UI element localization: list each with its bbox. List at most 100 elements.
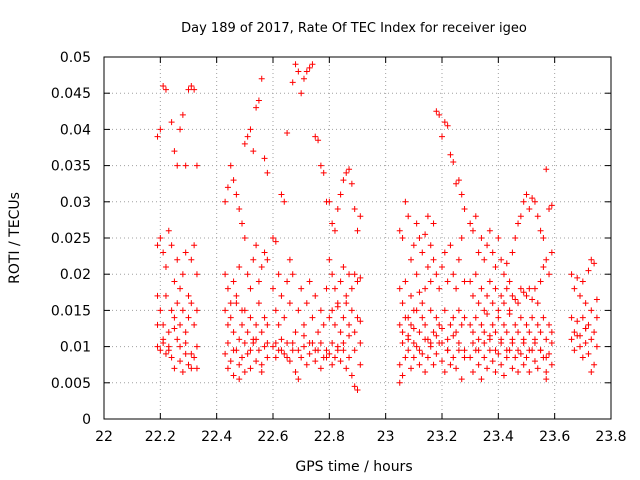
- data-point: [453, 285, 460, 292]
- data-point: [489, 300, 496, 307]
- data-point: [185, 86, 192, 93]
- data-point: [571, 347, 578, 354]
- data-point: [278, 347, 285, 354]
- data-point: [577, 292, 584, 299]
- data-point: [174, 162, 181, 169]
- data-point: [500, 300, 507, 307]
- data-point: [281, 314, 288, 321]
- data-point: [233, 300, 240, 307]
- chart-title: Day 189 of 2017, Rate Of TEC Index for r…: [181, 21, 527, 36]
- data-point: [503, 347, 510, 354]
- data-point: [157, 126, 164, 133]
- data-point: [439, 133, 445, 140]
- data-point: [534, 321, 541, 328]
- data-point: [469, 227, 476, 234]
- data-point: [593, 314, 600, 321]
- data-point: [424, 354, 431, 361]
- data-point: [182, 339, 189, 346]
- data-point: [467, 321, 474, 328]
- data-point: [475, 361, 482, 368]
- data-point: [574, 274, 581, 281]
- data-point: [410, 339, 417, 346]
- data-point: [484, 365, 491, 372]
- data-point: [244, 329, 251, 336]
- data-point: [157, 307, 164, 314]
- data-point: [255, 347, 262, 354]
- data-point: [548, 202, 555, 209]
- data-point: [424, 263, 431, 270]
- data-point: [346, 166, 353, 173]
- data-point: [441, 368, 448, 375]
- data-point: [224, 285, 231, 292]
- data-point: [548, 249, 555, 256]
- data-point: [191, 354, 198, 361]
- data-point: [162, 292, 169, 299]
- data-point: [433, 350, 440, 357]
- data-point: [571, 329, 578, 336]
- data-point: [348, 285, 355, 292]
- data-point: [546, 321, 553, 328]
- data-point: [179, 111, 186, 118]
- data-point: [475, 300, 482, 307]
- data-point: [284, 130, 291, 137]
- data-point: [402, 198, 409, 205]
- data-point: [531, 339, 538, 346]
- data-point: [461, 278, 468, 285]
- data-point: [160, 249, 167, 256]
- data-point: [416, 329, 423, 336]
- data-point: [334, 347, 341, 354]
- y-tick-label: 0.035: [51, 159, 91, 175]
- data-point: [500, 271, 507, 278]
- data-point: [591, 361, 598, 368]
- data-point: [399, 300, 406, 307]
- data-point: [396, 379, 403, 386]
- data-point: [157, 235, 164, 241]
- data-point: [247, 126, 254, 133]
- data-point: [354, 227, 361, 234]
- data-point: [289, 347, 296, 354]
- data-point: [182, 350, 189, 357]
- data-point: [396, 285, 403, 292]
- data-point: [241, 339, 248, 346]
- data-point: [492, 285, 499, 292]
- data-point: [433, 332, 440, 339]
- data-point: [486, 332, 493, 339]
- data-point: [447, 151, 454, 158]
- data-point: [455, 256, 462, 263]
- data-point: [320, 321, 327, 328]
- data-point: [295, 376, 302, 383]
- data-point: [579, 314, 586, 321]
- data-point: [506, 278, 513, 285]
- data-point: [478, 376, 485, 383]
- data-point: [340, 339, 347, 346]
- data-point: [520, 339, 527, 346]
- data-point: [540, 314, 547, 321]
- data-point: [177, 126, 184, 133]
- data-point: [247, 285, 254, 292]
- x-tick-label: 23.6: [539, 429, 570, 445]
- data-point: [495, 350, 502, 357]
- data-point: [171, 278, 178, 285]
- data-point: [331, 285, 338, 292]
- data-point: [326, 198, 333, 205]
- data-point: [236, 206, 243, 213]
- data-point: [284, 278, 291, 285]
- data-point: [182, 249, 189, 256]
- data-point: [458, 321, 465, 328]
- data-point: [264, 339, 271, 346]
- data-point: [484, 311, 491, 318]
- data-point: [410, 354, 417, 361]
- x-tick-label: 22.6: [257, 429, 288, 445]
- data-point: [275, 321, 282, 328]
- data-point: [568, 271, 575, 278]
- data-point: [292, 368, 299, 375]
- data-point: [295, 68, 302, 75]
- data-point: [154, 133, 161, 140]
- data-point: [193, 162, 200, 169]
- data-point: [492, 347, 499, 354]
- data-point: [250, 256, 257, 263]
- data-point: [517, 314, 524, 321]
- data-point: [253, 358, 260, 365]
- data-point: [357, 339, 364, 346]
- data-point: [222, 271, 229, 278]
